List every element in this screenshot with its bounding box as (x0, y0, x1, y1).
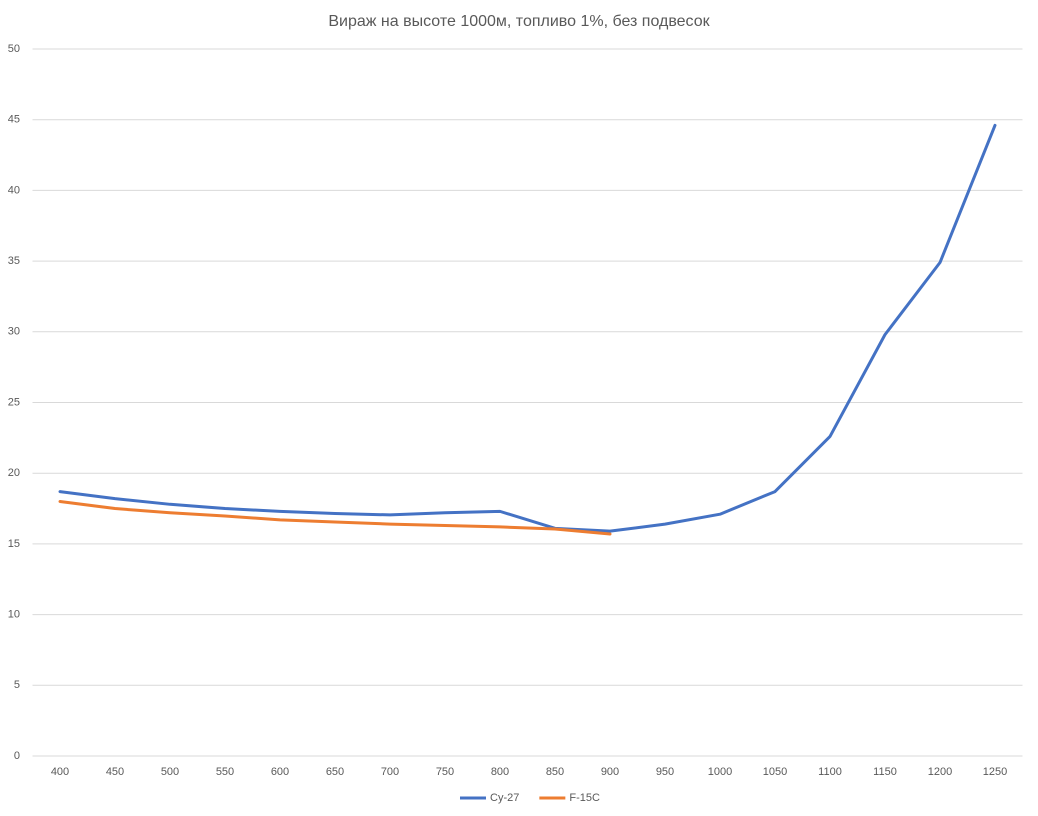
series-line (58, 499, 612, 536)
chart-title: Вираж на высоте 1000м, топливо 1%, без п… (328, 13, 710, 30)
x-tick-label: 650 (326, 766, 344, 778)
x-tick-label: 1050 (763, 766, 787, 778)
x-tick-label: 400 (51, 766, 69, 778)
x-tick-label: 700 (381, 766, 399, 778)
series-line (58, 123, 997, 533)
x-tick-label: 1150 (873, 766, 897, 778)
y-tick-label: 50 (8, 43, 20, 55)
y-tick-label: 30 (8, 326, 20, 338)
x-tick-label: 950 (656, 766, 674, 778)
x-tick-label: 450 (106, 766, 124, 778)
x-tick-label: 900 (601, 766, 619, 778)
y-tick-label: 0 (14, 750, 20, 762)
y-tick-label: 5 (14, 679, 20, 691)
x-tick-label: 1200 (928, 766, 952, 778)
y-tick-label: 25 (8, 396, 20, 408)
x-tick-label: 500 (161, 766, 179, 778)
y-tick-label: 45 (8, 114, 20, 126)
x-tick-label: 600 (271, 766, 289, 778)
y-tick-label: 15 (8, 538, 20, 550)
y-tick-label: 10 (8, 609, 20, 621)
y-tick-label: 40 (8, 184, 20, 196)
x-tick-label: 550 (216, 766, 234, 778)
legend-label: F-15C (569, 792, 600, 804)
x-tick-label: 850 (546, 766, 564, 778)
y-tick-label: 20 (8, 467, 20, 479)
x-tick-label: 1000 (708, 766, 732, 778)
x-tick-label: 800 (491, 766, 509, 778)
x-tick-label: 1250 (983, 766, 1007, 778)
x-tick-label: 750 (436, 766, 454, 778)
y-tick-label: 35 (8, 255, 20, 267)
legend-label: Су-27 (490, 792, 519, 804)
x-tick-label: 1100 (818, 766, 842, 778)
